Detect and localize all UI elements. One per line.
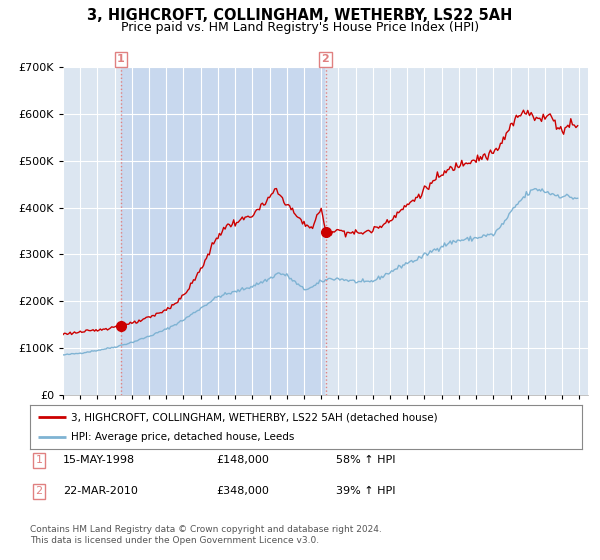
Text: 22-MAR-2010: 22-MAR-2010	[63, 486, 138, 496]
Text: Contains HM Land Registry data © Crown copyright and database right 2024.
This d: Contains HM Land Registry data © Crown c…	[30, 525, 382, 545]
Bar	[121, 67, 325, 395]
Text: 2: 2	[35, 486, 43, 496]
Text: 58% ↑ HPI: 58% ↑ HPI	[336, 455, 395, 465]
Text: £348,000: £348,000	[216, 486, 269, 496]
Text: 15-MAY-1998: 15-MAY-1998	[63, 455, 135, 465]
Text: Price paid vs. HM Land Registry's House Price Index (HPI): Price paid vs. HM Land Registry's House …	[121, 21, 479, 34]
Text: 1: 1	[117, 54, 125, 64]
Text: £148,000: £148,000	[216, 455, 269, 465]
Text: 2: 2	[322, 54, 329, 64]
Text: 3, HIGHCROFT, COLLINGHAM, WETHERBY, LS22 5AH: 3, HIGHCROFT, COLLINGHAM, WETHERBY, LS22…	[88, 8, 512, 24]
Text: HPI: Average price, detached house, Leeds: HPI: Average price, detached house, Leed…	[71, 432, 295, 442]
Text: 39% ↑ HPI: 39% ↑ HPI	[336, 486, 395, 496]
Text: 3, HIGHCROFT, COLLINGHAM, WETHERBY, LS22 5AH (detached house): 3, HIGHCROFT, COLLINGHAM, WETHERBY, LS22…	[71, 412, 438, 422]
Text: 1: 1	[35, 455, 43, 465]
